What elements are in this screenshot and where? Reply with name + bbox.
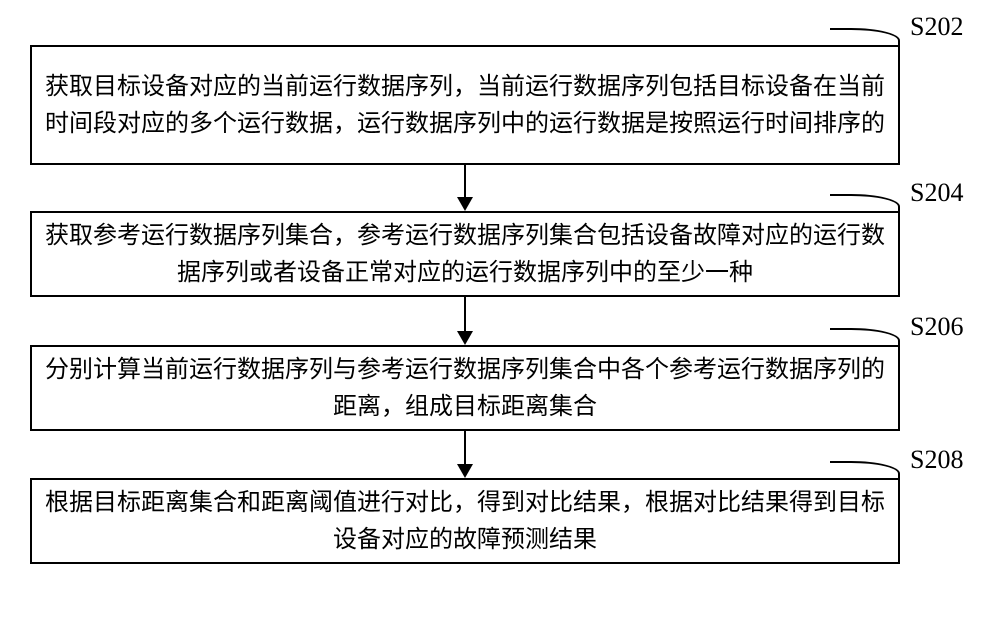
flow-step-label-S208: S208 [910,445,963,475]
flow-step-S208: 根据目标距离集合和距离阈值进行对比，得到对比结果，根据对比结果得到目标设备对应的… [30,478,900,564]
flow-step-label-S202: S202 [910,12,963,42]
label-connector [830,328,900,346]
flow-step-text: 根据目标距离集合和距离阈值进行对比，得到对比结果，根据对比结果得到目标设备对应的… [44,484,886,558]
flow-arrow-head [457,464,473,478]
flowchart-canvas: 获取目标设备对应的当前运行数据序列，当前运行数据序列包括目标设备在当前时间段对应… [0,0,1000,618]
label-connector [830,28,900,46]
flow-step-S206: 分别计算当前运行数据序列与参考运行数据序列集合中各个参考运行数据序列的距离，组成… [30,345,900,431]
flow-arrow-head [457,197,473,211]
flow-step-label-S204: S204 [910,178,963,208]
flow-arrow-line [464,431,466,464]
flow-arrow-line [464,165,466,197]
flow-step-text: 分别计算当前运行数据序列与参考运行数据序列集合中各个参考运行数据序列的距离，组成… [44,351,886,425]
flow-step-label-S206: S206 [910,312,963,342]
label-connector [830,461,900,479]
flow-step-S204: 获取参考运行数据序列集合，参考运行数据序列集合包括设备故障对应的运行数据序列或者… [30,211,900,297]
flow-step-S202: 获取目标设备对应的当前运行数据序列，当前运行数据序列包括目标设备在当前时间段对应… [30,45,900,165]
flow-step-text: 获取目标设备对应的当前运行数据序列，当前运行数据序列包括目标设备在当前时间段对应… [44,68,886,142]
label-connector [830,194,900,212]
flow-step-text: 获取参考运行数据序列集合，参考运行数据序列集合包括设备故障对应的运行数据序列或者… [44,217,886,291]
flow-arrow-head [457,331,473,345]
flow-arrow-line [464,297,466,331]
